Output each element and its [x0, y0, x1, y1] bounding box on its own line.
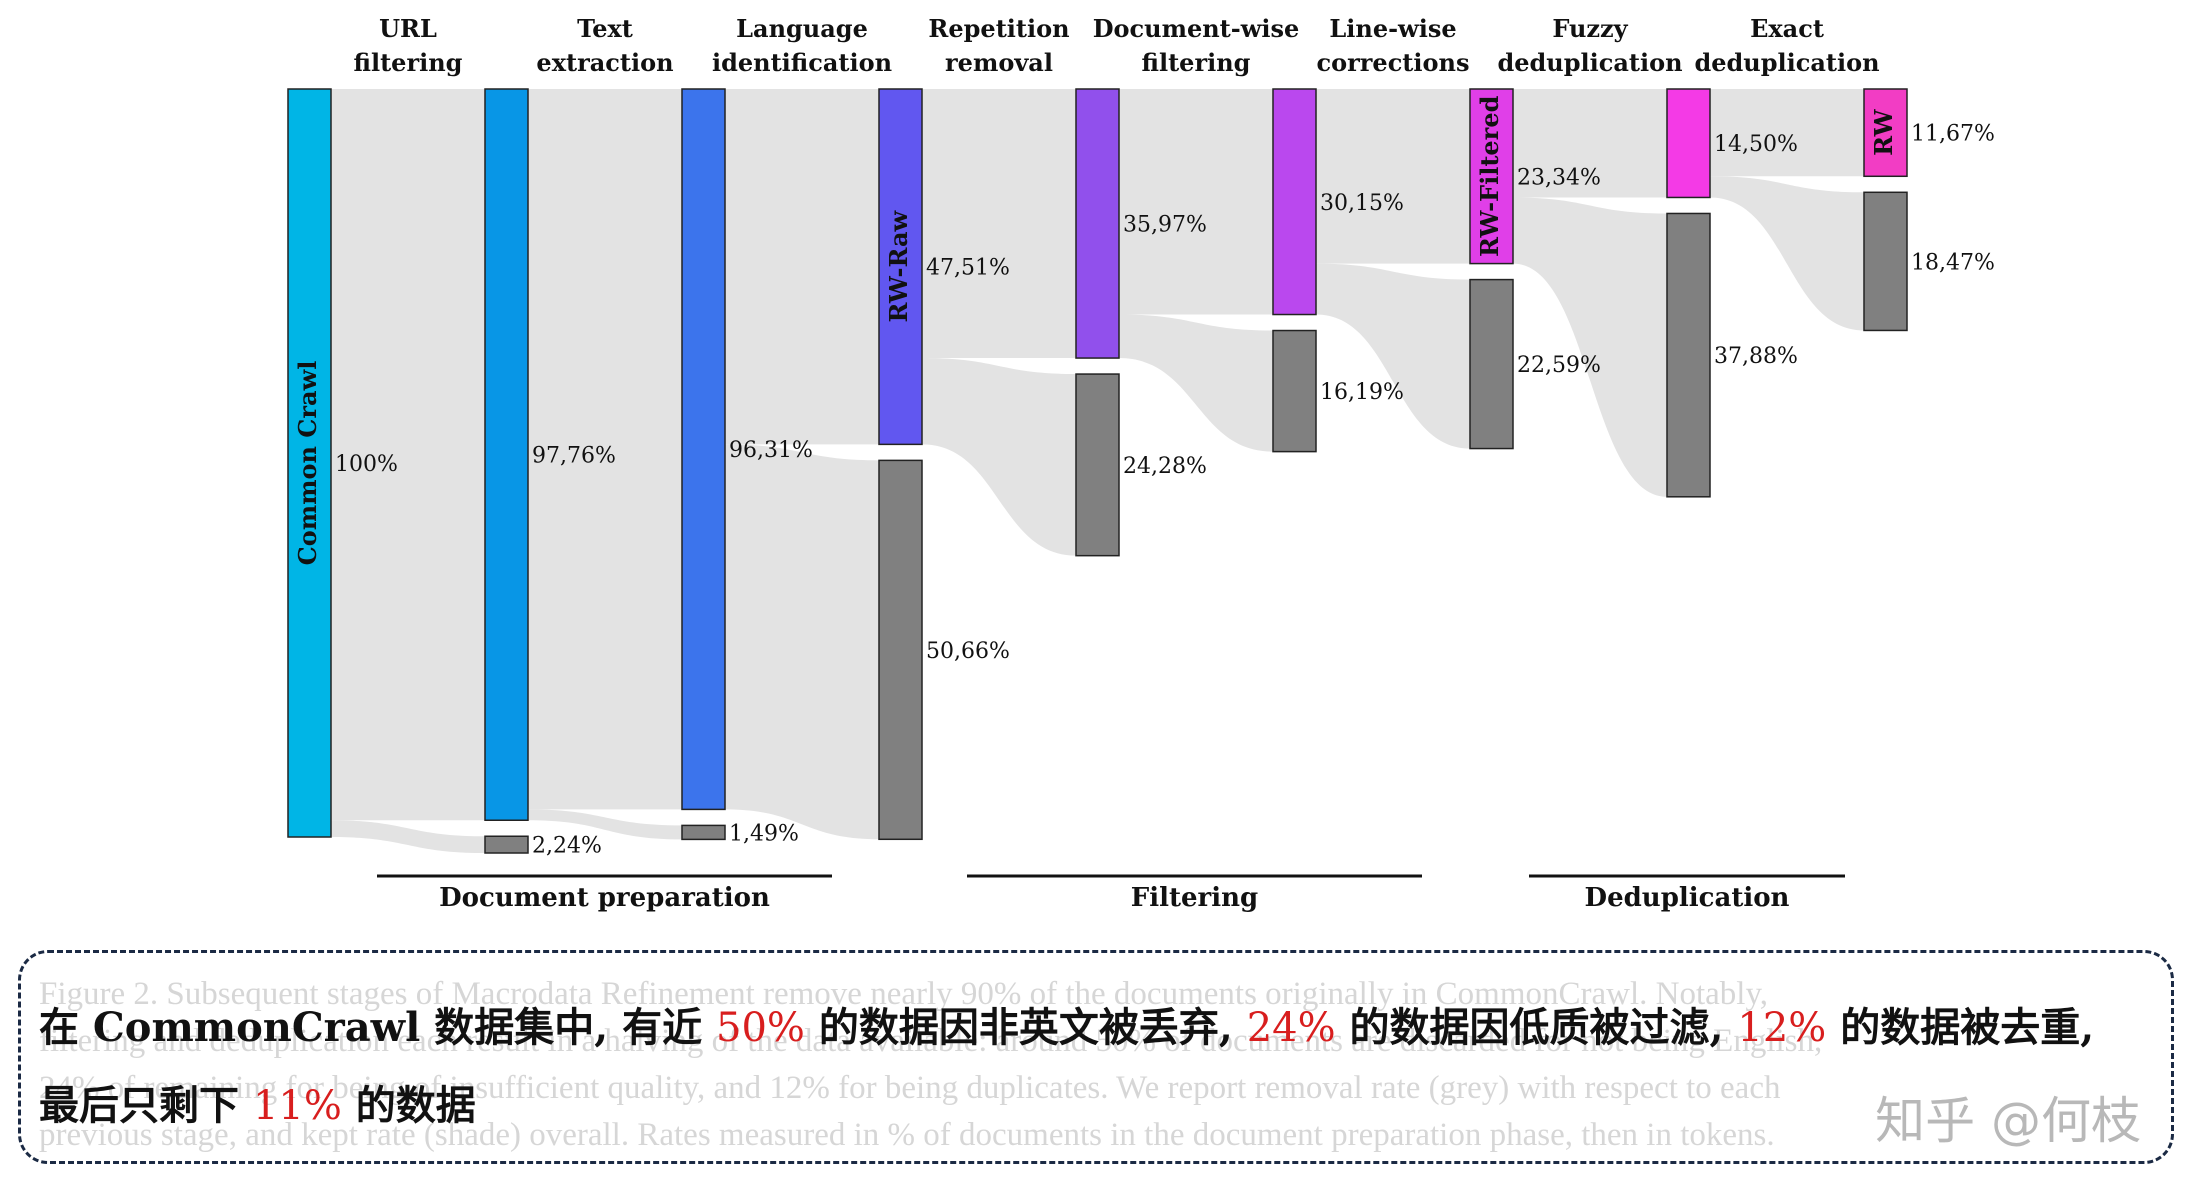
stage-label-1-line2: extraction [536, 48, 673, 77]
flow-kept-3 [725, 89, 879, 445]
kept-bar-2 [681, 88, 726, 811]
stage-label-6-line1: Fuzzy [1552, 14, 1628, 43]
group-label-0: Document preparation [439, 883, 770, 913]
figure-caption: Figure 2. Subsequent stages of Macrodata… [39, 971, 2153, 1159]
removed-bar-1 [484, 835, 529, 854]
kept-label-2: 96,31% [729, 438, 813, 463]
kept-bar-6 [1469, 88, 1514, 265]
kept-bar-8 [1863, 88, 1908, 178]
stage-label-4-line2: filtering [1142, 48, 1251, 77]
sankey-chart: 100% Common Crawl 97,76% 2,24% 96,31% 1,49% 47… [287, 14, 1995, 913]
removed-label-7: 37,88% [1714, 344, 1798, 369]
kept-label-4: 35,97% [1123, 213, 1207, 238]
flow-kept-5 [1119, 89, 1273, 315]
flow-kept-1 [331, 89, 485, 821]
ann-highlight-12: 12% [1737, 1005, 1827, 1051]
group-label-1: Filtering [1131, 883, 1258, 913]
node-name-8: RW [1869, 108, 1898, 155]
flow-kept-7 [1513, 89, 1667, 198]
stage-label-2-line1: Language [736, 14, 868, 43]
stage-label-3-line2: removal [945, 48, 1053, 77]
flow-kept-6 [1316, 89, 1470, 264]
kept-label-5: 30,15% [1320, 191, 1404, 216]
flow-kept-8 [1710, 89, 1864, 177]
removed-bar-3 [878, 459, 923, 841]
kept-label-8: 11,67% [1911, 122, 1995, 147]
caption-line-4: previous stage, and kept rate (shade) ov… [39, 1117, 1775, 1153]
caption-box: Figure 2. Subsequent stages of Macrodata… [18, 950, 2174, 1164]
removed-bar-4 [1075, 373, 1120, 557]
stage-label-1-line1: Text [577, 14, 633, 43]
caption-line-1: Figure 2. Subsequent stages of Macrodata… [39, 976, 1769, 1012]
node-name-0: Common Crawl [293, 361, 322, 566]
stage-label-7-line1: Exact [1750, 14, 1824, 43]
stage-label-2-line2: identification [712, 48, 892, 77]
ann-highlight-50: 50% [716, 1005, 805, 1051]
removed-label-3: 50,66% [926, 639, 1010, 664]
ann-highlight-11: 11% [252, 1083, 342, 1129]
flow-removed-8 [1710, 176, 1864, 331]
stage-label-3-line1: Repetition [928, 14, 1069, 43]
kept-bar-5 [1272, 88, 1317, 316]
stage-label-7-line2: deduplication [1694, 48, 1879, 77]
removed-label-2: 1,49% [729, 821, 799, 846]
ann-part-4: 的数据被去重, 最后只剩下 [39, 1004, 2095, 1129]
removed-bar-8 [1863, 191, 1908, 332]
stage-label-5-line2: corrections [1317, 48, 1470, 77]
flow-removed-4 [922, 358, 1076, 556]
kept-label-1: 97,76% [532, 444, 616, 469]
stage-label-0-line1: URL [379, 14, 437, 43]
group-label-2: Deduplication [1585, 883, 1790, 913]
ann-part-1: 在 CommonCrawl 数据集中, 有近 [39, 1004, 717, 1051]
stage-label-6-line2: deduplication [1497, 48, 1682, 77]
annotation-text: 在 CommonCrawl 数据集中, 有近 50% 的数据因非英文被丢弃, 2… [39, 989, 2131, 1145]
kept-bar-4 [1075, 88, 1120, 359]
kept-label-7: 14,50% [1714, 132, 1798, 157]
ann-part-3: 的数据因低质被过滤, [1335, 1004, 1738, 1051]
flow-removed-3 [725, 444, 879, 840]
kept-label-3: 47,51% [926, 256, 1010, 281]
removed-label-1: 2,24% [532, 834, 602, 859]
flow-kept-4 [922, 89, 1076, 359]
kept-bar-7 [1666, 88, 1711, 199]
removed-bar-6 [1469, 278, 1514, 450]
watermark: 知乎 @何枝 [1875, 1092, 2141, 1150]
removed-bar-2 [681, 824, 726, 841]
flows-layer [331, 89, 1864, 853]
flow-removed-7 [1513, 197, 1667, 497]
removed-label-5: 16,19% [1320, 380, 1404, 405]
removed-label-8: 18,47% [1911, 250, 1995, 275]
kept-bar-0 [287, 88, 332, 838]
flow-removed-2 [528, 809, 682, 840]
labels-layer: 100% Common Crawl 97,76% 2,24% 96,31% 1,49% 47… [293, 14, 1995, 913]
kept-label-6: 23,34% [1517, 165, 1601, 190]
removed-label-6: 22,59% [1517, 353, 1601, 378]
kept-label-0: 100% [335, 452, 398, 477]
stage-label-4-line1: Document-wise [1093, 14, 1300, 43]
ann-highlight-24: 24% [1246, 1005, 1336, 1051]
kept-bar-3 [878, 88, 923, 446]
caption-line-3: 24% of remaining for being of insufficie… [39, 1070, 1781, 1106]
stage-label-0-line2: filtering [354, 48, 463, 77]
ann-part-2: 的数据因非英文被丢弃, [804, 1004, 1247, 1051]
flow-removed-1 [331, 820, 485, 853]
kept-bar-1 [484, 88, 529, 821]
ann-part-5: 的数据 [341, 1082, 476, 1129]
node-name-6: RW-Filtered [1475, 95, 1504, 257]
flow-kept-2 [528, 89, 682, 810]
removed-bar-5 [1272, 329, 1317, 453]
flow-removed-5 [1119, 314, 1273, 452]
stage-label-5-line1: Line-wise [1329, 14, 1456, 43]
node-name-3: RW-Raw [884, 209, 913, 322]
removed-label-4: 24,28% [1123, 454, 1207, 479]
nodes-layer [287, 88, 1908, 854]
caption-line-2: filtering and deduplication each result … [39, 1023, 1823, 1059]
flow-removed-6 [1316, 263, 1470, 449]
removed-bar-7 [1666, 212, 1711, 498]
